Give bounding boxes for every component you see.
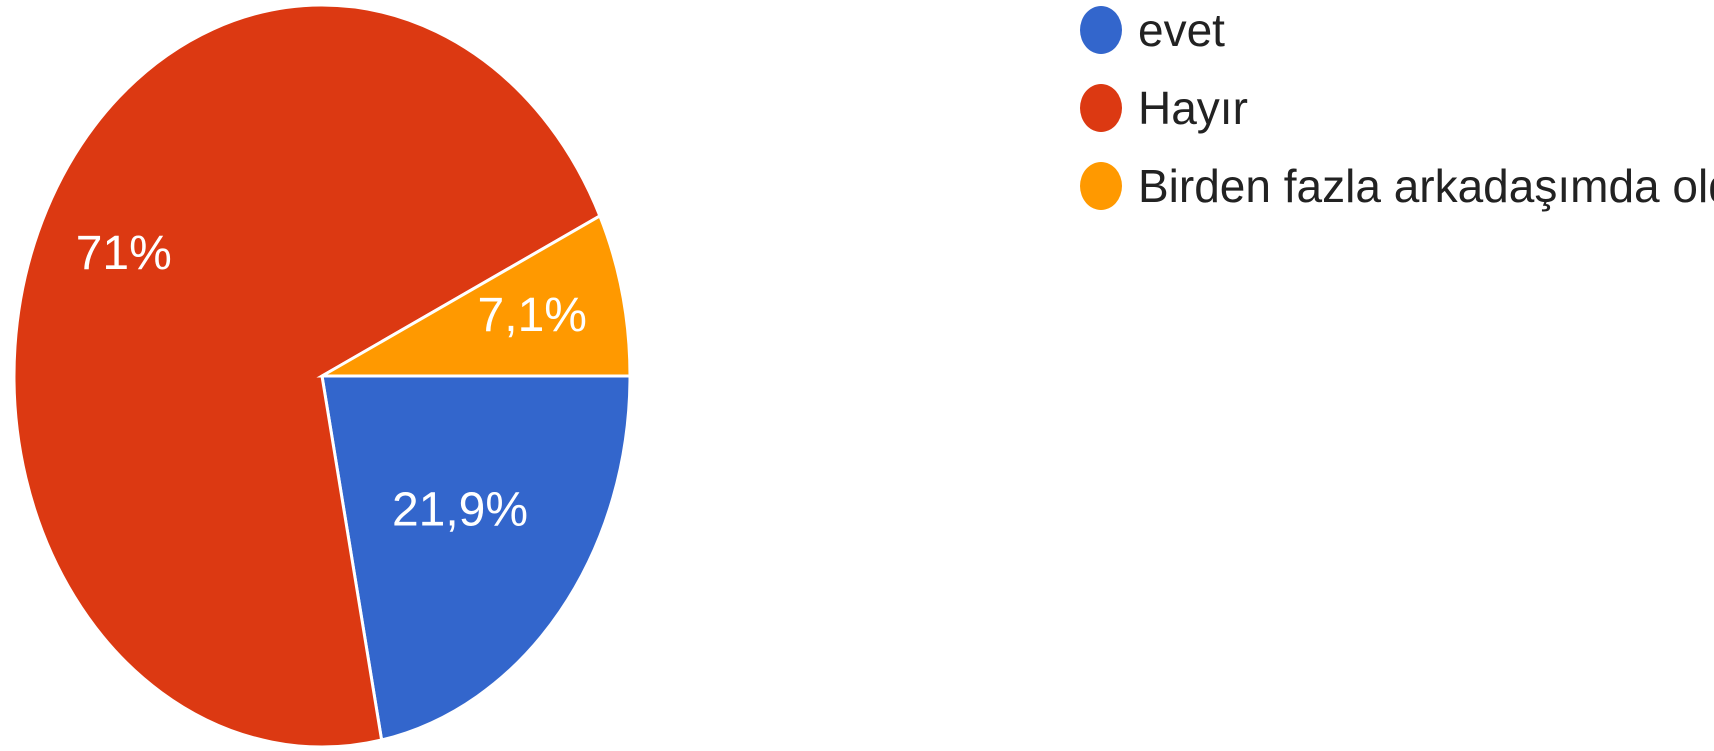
legend-swatch-birden-fazla [1080,162,1122,210]
legend-label-hayir: Hayır [1138,82,1248,134]
pie-slice-evet[interactable] [320,374,632,742]
pie-label-hayir: 71% [76,227,172,280]
legend-item-birden-fazla[interactable]: Birden fazla arkadaşımda oldu [1080,158,1714,214]
pie-slice-hayir[interactable] [12,3,602,749]
legend-swatch-evet [1080,6,1122,54]
legend-swatch-hayir [1080,84,1122,132]
legend-item-hayir[interactable]: Hayır [1080,80,1714,136]
pie-label-evet: 21,9% [392,483,528,536]
legend: evet Hayır Birden fazla arkadaşımda oldu [1080,2,1714,236]
legend-label-birden-fazla: Birden fazla arkadaşımda oldu [1138,160,1714,212]
legend-label-evet: evet [1138,4,1225,56]
pie-chart: 21,9% 71% 7,1% [12,3,632,749]
pie-label-birden-fazla: 7,1% [478,289,587,342]
pie-slice-birden-fazla[interactable] [316,213,632,378]
legend-item-evet[interactable]: evet [1080,2,1714,58]
